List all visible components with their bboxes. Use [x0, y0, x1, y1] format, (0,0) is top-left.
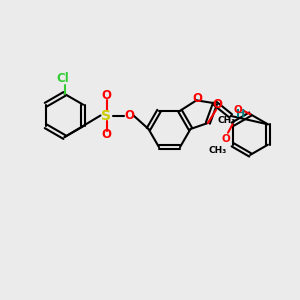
Text: O: O	[101, 128, 112, 142]
Text: O: O	[234, 105, 243, 115]
Text: O: O	[124, 109, 134, 122]
Text: S: S	[101, 109, 112, 122]
Text: O: O	[192, 92, 203, 105]
Text: O: O	[222, 134, 230, 144]
Text: CH₃: CH₃	[218, 116, 236, 125]
Text: CH₃: CH₃	[208, 146, 227, 154]
Text: Cl: Cl	[57, 72, 69, 85]
Text: O: O	[101, 89, 112, 103]
Text: O: O	[213, 98, 223, 111]
Text: H: H	[236, 109, 245, 118]
